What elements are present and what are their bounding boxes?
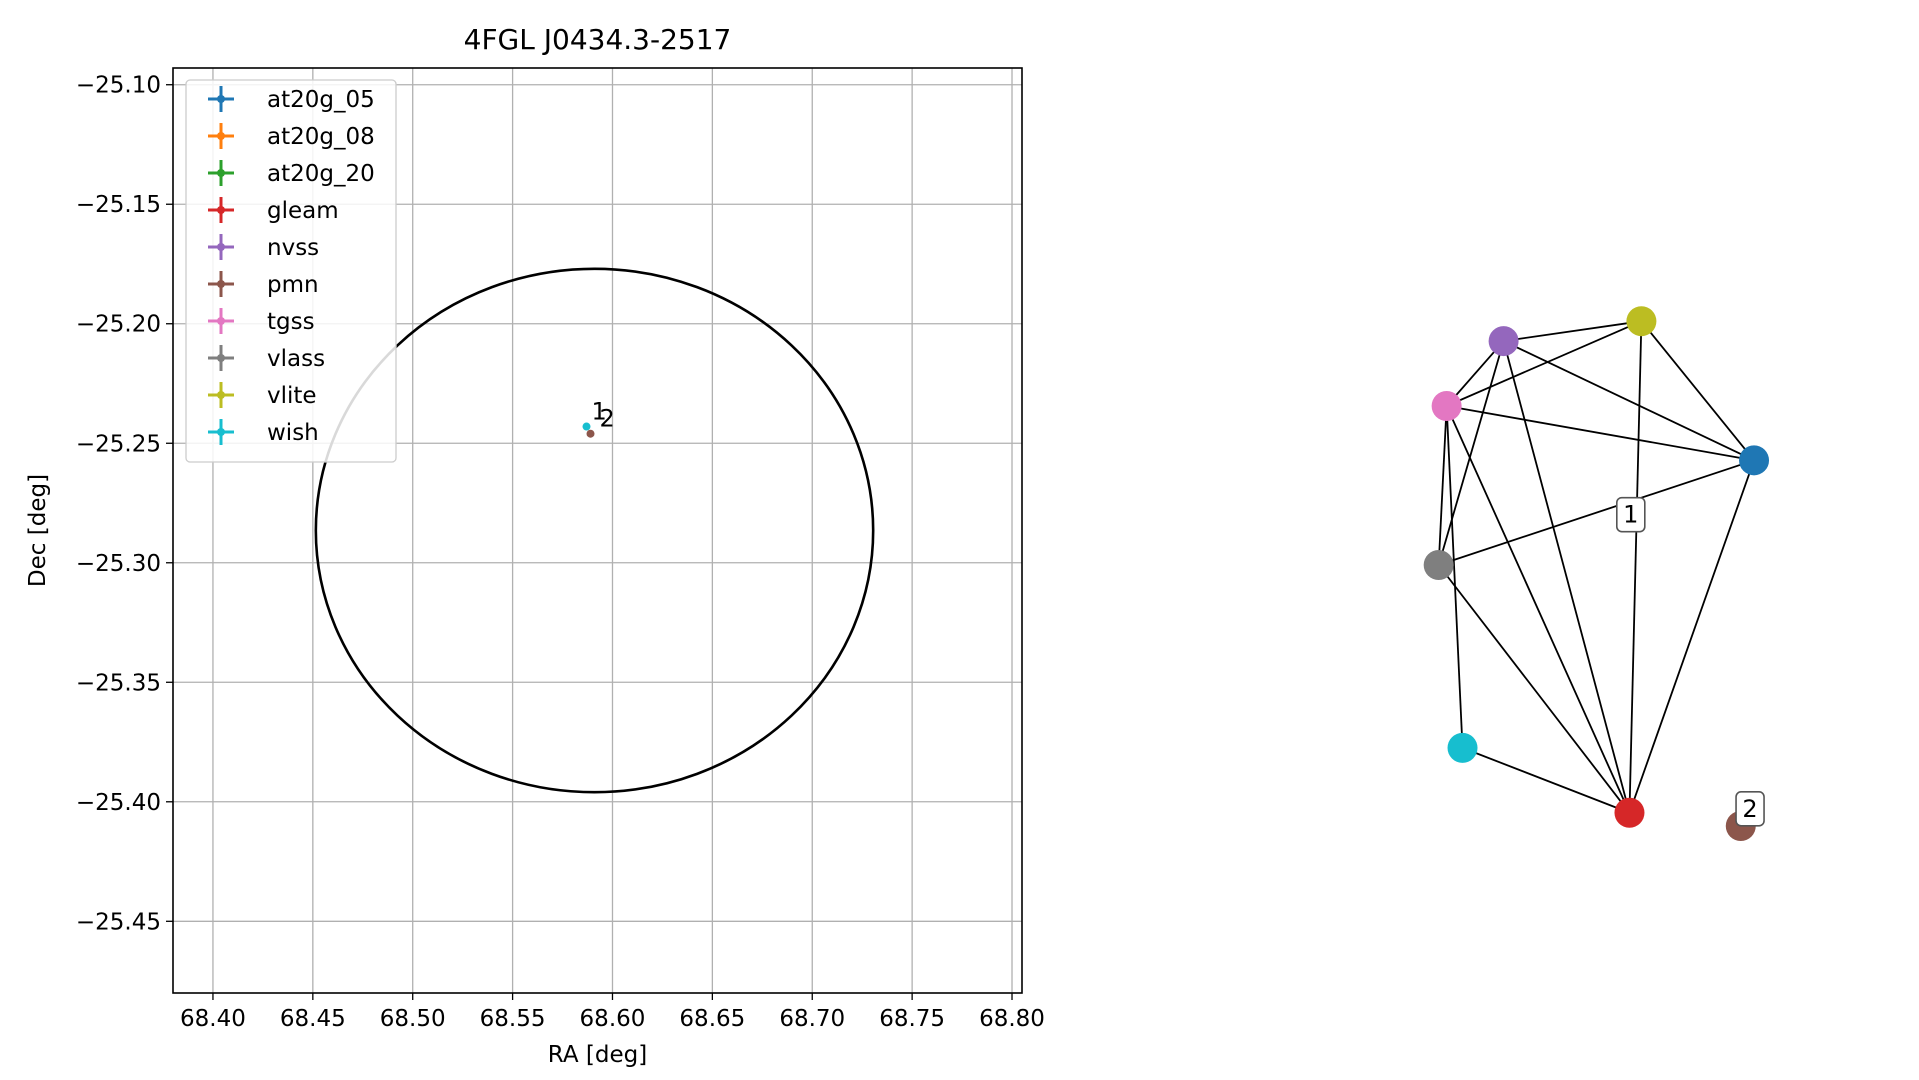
- chart-title: 4FGL J0434.3-2517: [464, 23, 732, 56]
- y-tick-label: −25.10: [76, 73, 161, 99]
- legend-marker-vlass: [217, 354, 225, 362]
- legend-label-nvss: nvss: [267, 235, 319, 261]
- point-annotations: 12: [592, 397, 615, 432]
- legend-label-wish: wish: [267, 420, 319, 446]
- legend-label-tgss: tgss: [267, 309, 315, 335]
- edge-vlass-at20g_05: [1438, 459, 1755, 566]
- legend-marker-wish: [217, 428, 225, 436]
- edge-tgss-at20g_05: [1446, 405, 1755, 462]
- edge-vlass-gleam: [1437, 564, 1631, 814]
- network-labels: 12: [1616, 496, 1765, 827]
- point-wish: [582, 422, 591, 431]
- legend-label-vlite: vlite: [267, 383, 317, 409]
- edge-vlite-at20g_05: [1640, 320, 1755, 461]
- x-axis-label: RA [deg]: [548, 1042, 647, 1068]
- node-tgss: [1431, 391, 1462, 421]
- y-tick-label: −25.20: [76, 312, 161, 338]
- edge-tgss-wish: [1445, 405, 1464, 748]
- network-panel: 12: [1423, 306, 1770, 842]
- node-nvss: [1488, 326, 1519, 357]
- annotation-label: 1: [592, 397, 607, 425]
- y-axis-ticks: −25.10 −25.15 −25.20 −25.25 −25.30 −25.35 −25.…: [76, 73, 173, 935]
- legend-marker-at20g_20: [217, 169, 225, 177]
- legend-marker-nvss: [217, 243, 225, 251]
- y-tick-label: −25.45: [76, 909, 161, 935]
- error-ellipse: [314, 267, 875, 794]
- edge-nvss-vlass: [1437, 340, 1505, 566]
- x-tick-label: 68.75: [879, 1006, 945, 1032]
- edge-tgss-gleam: [1445, 405, 1631, 814]
- edge-at20g_05-gleam: [1628, 460, 1755, 814]
- legend-label-gleam: gleam: [267, 198, 339, 224]
- y-tick-label: −25.25: [76, 431, 161, 457]
- y-tick-label: −25.35: [76, 670, 161, 696]
- legend-marker-vlite: [217, 391, 225, 399]
- edge-nvss-at20g_05: [1503, 340, 1755, 462]
- x-tick-label: 68.50: [380, 1006, 446, 1032]
- axes-frame: [172, 67, 1023, 994]
- legend-label-vlass: vlass: [267, 346, 325, 372]
- x-tick-label: 68.80: [979, 1006, 1045, 1032]
- legend-label-at20g_20: at20g_20: [267, 161, 375, 187]
- legend-label-pmn: pmn: [267, 272, 319, 298]
- edge-wish-gleam: [1462, 747, 1630, 814]
- edge-nvss-vlite: [1503, 320, 1642, 342]
- legend-box: [185, 79, 397, 463]
- legend-marker-pmn: [217, 280, 225, 288]
- network-label-box: [1735, 790, 1765, 827]
- network-label-text: 2: [1742, 795, 1757, 823]
- x-tick-label: 68.65: [679, 1006, 745, 1032]
- network-nodes: [1423, 306, 1770, 842]
- node-at20g_05: [1739, 445, 1770, 476]
- x-tick-label: 68.70: [779, 1006, 845, 1032]
- y-tick-label: −25.15: [76, 192, 161, 218]
- x-tick-label: 68.45: [280, 1006, 346, 1032]
- point-pmn: [586, 429, 595, 438]
- grid-lines: [173, 68, 1022, 993]
- x-axis-ticks: 68.40 68.45 68.50 68.55 68.60 68.65 68.70 68.75…: [180, 993, 1045, 1032]
- node-wish: [1447, 732, 1478, 763]
- legend-label-at20g_05: at20g_05: [267, 87, 375, 113]
- edge-vlite-tgss: [1446, 320, 1642, 407]
- annotation-label: 2: [599, 405, 614, 433]
- legend-marker-at20g_08: [217, 132, 225, 140]
- network-label-text: 1: [1623, 501, 1638, 529]
- edge-tgss-vlass: [1437, 405, 1448, 566]
- legend-marker-gleam: [217, 206, 225, 214]
- scatter-panel: 12 68.40 68.45 68.50 68.55 68.60 68.65 68.70 68…: [25, 23, 1045, 1068]
- node-vlite: [1626, 306, 1657, 337]
- y-axis-label: Dec [deg]: [25, 474, 51, 587]
- data-points: [582, 422, 595, 438]
- node-gleam: [1614, 797, 1645, 828]
- y-tick-label: −25.40: [76, 790, 161, 816]
- legend-marker-tgss: [217, 317, 225, 325]
- y-tick-label: −25.30: [76, 551, 161, 577]
- network-label-box: [1616, 496, 1646, 533]
- x-tick-label: 68.40: [180, 1006, 246, 1032]
- edge-vlite-gleam: [1628, 321, 1643, 813]
- error-ellipse-outline: [314, 267, 875, 794]
- x-tick-label: 68.55: [480, 1006, 546, 1032]
- x-tick-label: 68.60: [580, 1006, 646, 1032]
- legend-marker-at20g_05: [217, 95, 225, 103]
- legend-label-at20g_08: at20g_08: [267, 124, 375, 150]
- node-vlass: [1423, 550, 1454, 580]
